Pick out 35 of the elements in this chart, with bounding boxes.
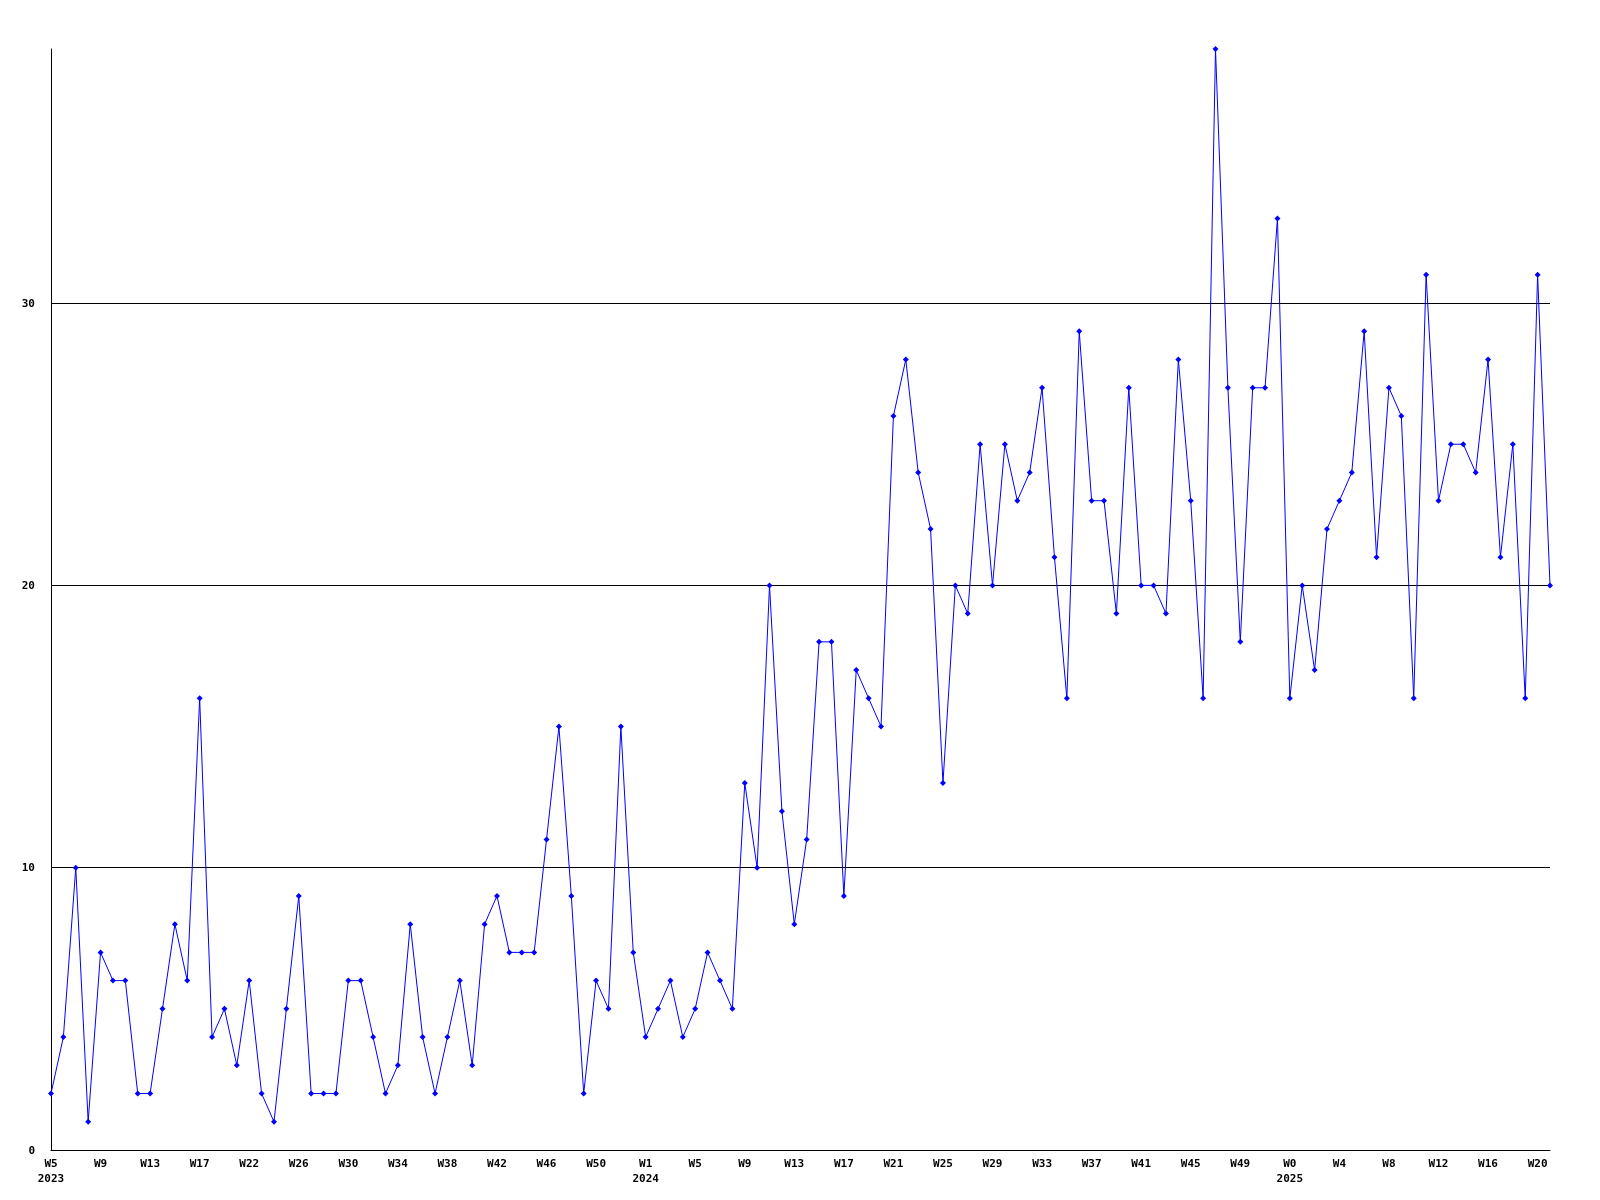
x-tick-label: W22 xyxy=(239,1157,260,1170)
x-tick-label: W38 xyxy=(437,1157,458,1170)
x-tick-label: W49 xyxy=(1230,1157,1251,1170)
x-tick-label: W21 xyxy=(883,1157,904,1170)
x-tick-label: W33 xyxy=(1032,1157,1053,1170)
x-tick-label: W34 xyxy=(387,1157,409,1170)
x-tick-label: W1 2024 xyxy=(632,1157,660,1185)
x-tick-label: W26 xyxy=(288,1157,310,1170)
x-tick-label: W46 xyxy=(536,1157,557,1170)
x-tick-label: W17 xyxy=(833,1157,854,1170)
x-tick-label: W41 xyxy=(1131,1157,1152,1170)
x-tick-label: W30 xyxy=(338,1157,359,1170)
x-tick-label: W0 2025 xyxy=(1276,1157,1304,1185)
x-tick-label: W50 xyxy=(586,1157,607,1170)
x-tick-label: W42 xyxy=(487,1157,507,1170)
x-tick-label: W5 2023 xyxy=(37,1157,65,1185)
y-tick-label: 30 xyxy=(21,296,35,310)
y-tick-label: 20 xyxy=(21,578,35,592)
x-tick-label: W5 xyxy=(688,1157,702,1170)
x-tick-label: W45 xyxy=(1180,1157,1201,1170)
x-tick-label: W13 xyxy=(784,1157,805,1170)
x-tick-label: W29 xyxy=(982,1157,1003,1170)
x-tick-label: W12 xyxy=(1428,1157,1449,1170)
x-tick-label: W25 xyxy=(933,1157,953,1170)
y-tick-label: 0 xyxy=(28,1143,35,1157)
x-tick-label: W4 xyxy=(1332,1157,1347,1170)
x-tick-label: W20 xyxy=(1527,1157,1548,1170)
x-tick-label: W16 xyxy=(1478,1157,1499,1170)
x-tick-label: W9 xyxy=(93,1157,108,1170)
x-tick-label: W8 xyxy=(1382,1157,1396,1170)
x-tick-label: W37 xyxy=(1081,1157,1102,1170)
x-tick-label: W13 xyxy=(140,1157,161,1170)
x-tick-label: W9 xyxy=(738,1157,752,1170)
y-tick-label: 10 xyxy=(21,861,35,875)
x-tick-label: W17 xyxy=(189,1157,210,1170)
